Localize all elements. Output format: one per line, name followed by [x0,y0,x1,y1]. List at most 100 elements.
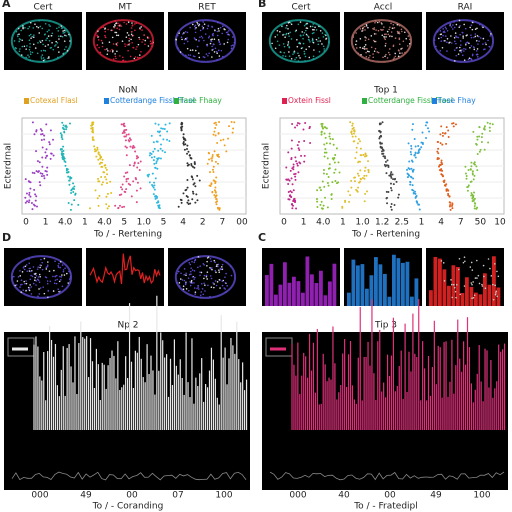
scatter-dot [61,121,64,124]
brain-dot [372,27,374,30]
scatter-dot [211,190,214,193]
panel-letter: D [2,231,11,244]
brain-dot [394,52,396,55]
brain-dot [465,43,467,46]
scatter-dot [188,154,191,157]
brain-dot [197,266,199,269]
scatter-dot [180,201,183,204]
brain-dot [29,33,32,36]
scatter-dot [45,148,48,151]
scatter-dot [77,203,80,206]
brain-dot [28,287,31,289]
scatter-dot [353,140,356,143]
brain-dot [453,21,455,23]
brain-dot [218,41,221,44]
brain-dot [352,36,355,38]
scatter-dot [416,201,419,204]
scatter-dot [46,166,49,169]
hist-bar [301,292,305,306]
scatter-dot [122,123,125,126]
brain-dot [470,36,473,39]
brain-dot [22,27,24,30]
scatter-dot [408,174,411,177]
brain-dot [497,275,500,278]
brain-dot [114,24,116,27]
scatter-dot [390,171,393,174]
scatter-dot [91,136,94,139]
scatter-dot [315,198,318,201]
brain-dot [208,35,211,38]
scatter-dot [473,197,476,200]
scatter-dot [347,190,350,193]
scatter-dot [290,147,293,150]
brain-dot [15,30,18,33]
brain-dot [56,278,58,281]
brain-dot [304,60,306,62]
brain-dot [298,54,300,57]
brain-dot [463,59,466,62]
scatter-dot [62,145,65,148]
scatter-dot [152,150,155,153]
brain-dot [368,50,370,53]
brain-dot [292,53,294,55]
scatter-dot [441,131,444,134]
brain-dot [55,274,58,277]
brain-dot [204,33,207,35]
brain-dot [311,39,314,42]
brain-dot [281,25,284,28]
scatter-dot [193,166,196,169]
scatter-dot [483,128,486,131]
brain-dot [485,43,487,46]
scatter-dot [225,150,228,153]
brain-dot [384,55,386,58]
brain-dot [193,25,196,28]
brain-dot [309,20,311,23]
scatter-dot [106,173,109,176]
scatter-dot [97,204,100,207]
brain-dot [375,33,377,35]
brain-dot [40,56,43,58]
brain-dot [374,47,377,50]
brain-dot [206,278,208,280]
brain-dot [48,270,51,272]
scatter-dot [168,122,171,125]
brain-dot [60,25,63,27]
x-tick-label: 100 [215,491,232,501]
scatter-dot [351,135,354,138]
panel-letter: C [258,231,266,244]
scatter-dot [350,186,353,189]
brain-dot [471,53,474,56]
brain-dot [194,276,196,279]
brain-dot [218,279,221,281]
brain-dot [26,270,29,272]
legend-swatch [24,98,29,104]
brain-dot [478,282,481,285]
scatter-dot [472,178,475,181]
brain-dot [194,293,197,295]
brain-dot [21,271,24,273]
brain-dot [114,55,117,58]
scatter-dot [303,154,306,157]
hist-bar [496,287,501,306]
brain-dot [59,290,62,293]
brain-dot [111,36,114,39]
brain-dot [217,263,220,266]
scatter-dot [470,165,473,168]
brain-dot [183,32,185,34]
brain-dot [111,48,113,51]
scatter-dot [186,178,189,181]
brain-dot [29,51,32,53]
brain-dot [355,47,358,49]
brain-dot [468,42,470,45]
scatter-dot [316,200,319,203]
scatter-dot [68,183,71,186]
brain-dot [61,264,64,266]
brain-dot [459,24,461,27]
hist-bar [269,263,274,306]
brain-dot [24,265,27,268]
brain-dot [495,292,497,294]
brain-dot [35,274,38,277]
brain-dot [478,35,480,38]
scatter-dot [233,121,236,124]
scatter-dot [384,165,387,168]
